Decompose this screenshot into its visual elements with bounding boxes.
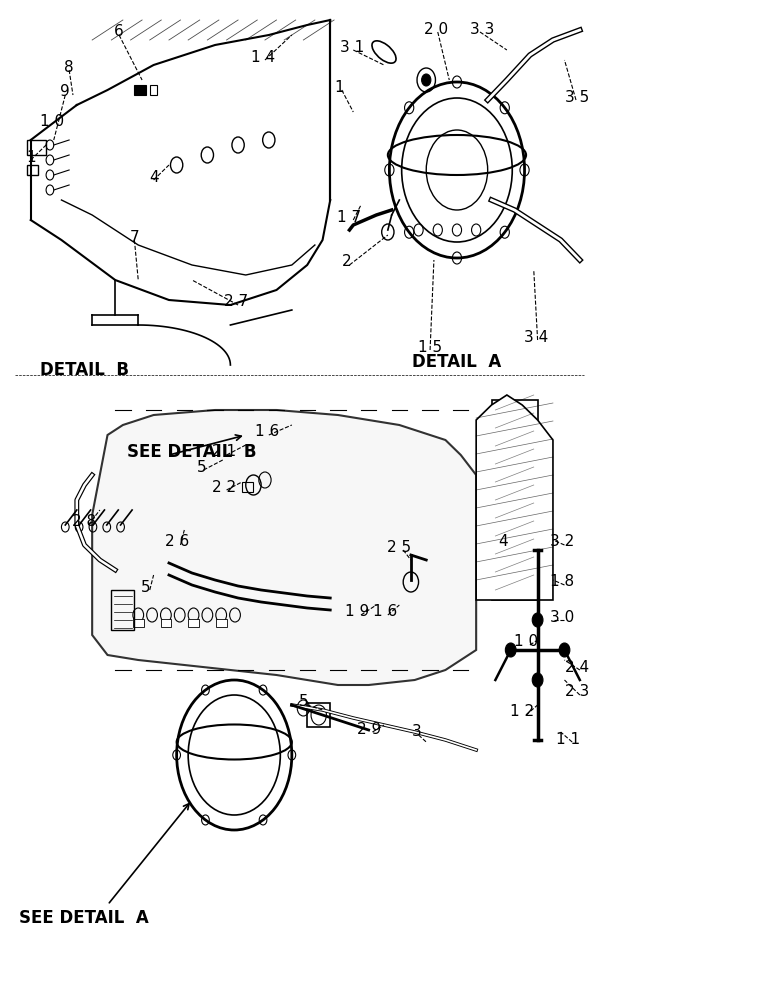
Text: 3 4: 3 4	[524, 330, 548, 346]
Bar	[111, 590, 134, 630]
Text: 4: 4	[498, 534, 508, 550]
Text: SEE DETAIL  B: SEE DETAIL B	[127, 443, 257, 461]
Bar	[188, 619, 199, 627]
Text: 2 7: 2 7	[224, 294, 249, 310]
Text: 1 6: 1 6	[255, 424, 280, 440]
Text: 1 4: 1 4	[251, 49, 276, 64]
Text: 2 3: 2 3	[565, 684, 590, 700]
Text: 3: 3	[412, 724, 421, 740]
Circle shape	[422, 74, 431, 86]
Text: 3 1: 3 1	[339, 40, 364, 55]
Bar	[27, 140, 46, 155]
Bar	[150, 85, 157, 95]
Text: 1 0: 1 0	[514, 635, 538, 650]
Text: 1 0: 1 0	[40, 114, 65, 129]
Text: 3 0: 3 0	[550, 610, 574, 626]
Text: 2: 2	[343, 254, 352, 269]
Bar	[161, 619, 171, 627]
Circle shape	[505, 643, 516, 657]
Text: 5: 5	[197, 460, 206, 476]
Text: 5: 5	[141, 580, 151, 594]
Text: 2 8: 2 8	[72, 514, 97, 530]
Circle shape	[532, 613, 543, 627]
Bar	[134, 85, 146, 95]
Text: 2 5: 2 5	[387, 540, 412, 556]
Text: 6: 6	[114, 24, 124, 39]
Bar	[492, 400, 538, 600]
Text: 9: 9	[61, 85, 70, 100]
Text: 1 5: 1 5	[418, 340, 442, 356]
Bar	[242, 482, 253, 492]
Bar	[307, 703, 330, 727]
Bar	[133, 619, 144, 627]
Text: 1 7: 1 7	[337, 211, 362, 226]
Bar	[498, 534, 511, 552]
Text: 5: 5	[299, 694, 308, 710]
Text: 3 3: 3 3	[470, 22, 495, 37]
Circle shape	[559, 643, 570, 657]
Polygon shape	[92, 410, 476, 685]
Text: 2 9: 2 9	[356, 722, 381, 736]
Text: 1: 1	[26, 149, 35, 164]
Circle shape	[532, 673, 543, 687]
Bar	[216, 619, 227, 627]
Text: DETAIL  A: DETAIL A	[412, 353, 502, 371]
Text: DETAIL  B: DETAIL B	[40, 361, 129, 379]
Polygon shape	[476, 395, 553, 600]
Text: 2 0: 2 0	[424, 22, 449, 37]
Text: 2 6: 2 6	[164, 534, 189, 550]
Text: 1 1: 1 1	[556, 732, 581, 746]
Text: 3 2: 3 2	[550, 534, 574, 550]
Text: SEE DETAIL  A: SEE DETAIL A	[19, 909, 149, 927]
Text: 8: 8	[65, 60, 74, 75]
Text: 1 2: 1 2	[510, 704, 535, 720]
Bar	[27, 165, 38, 175]
Text: 4: 4	[149, 169, 158, 184]
Text: 1 6: 1 6	[373, 604, 398, 619]
Text: 1 9: 1 9	[345, 604, 369, 619]
Text: 1 8: 1 8	[550, 574, 574, 589]
Text: 2 1: 2 1	[212, 444, 237, 460]
Text: 2 2: 2 2	[212, 481, 237, 495]
Text: 1: 1	[335, 81, 344, 96]
Text: 3 5: 3 5	[565, 91, 590, 105]
Text: 7: 7	[130, 230, 139, 244]
Text: 2 4: 2 4	[565, 660, 590, 674]
